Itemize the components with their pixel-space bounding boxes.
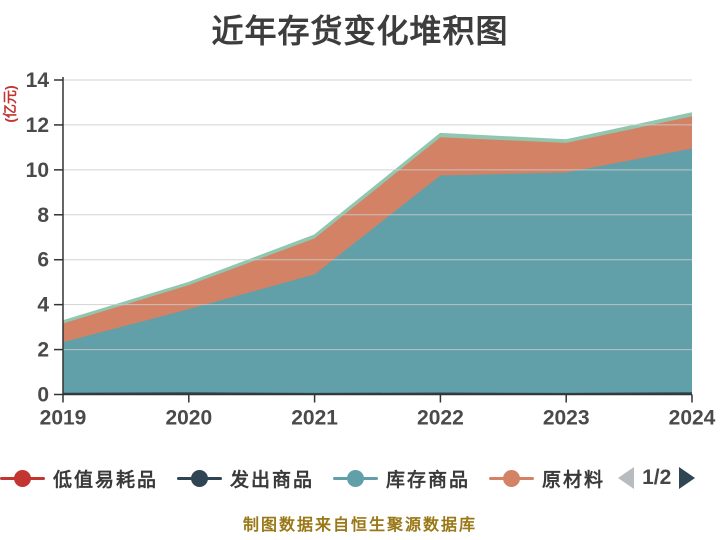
y-tick-label: 6 (37, 249, 49, 272)
chart-title: 近年存货变化堆积图 (211, 13, 509, 49)
area-series-4 (63, 116, 692, 343)
x-tick-label: 2022 (417, 407, 464, 430)
legend-item-3[interactable]: 库存商品 (333, 465, 470, 492)
legend-label: 发出商品 (230, 469, 315, 491)
legend-prev-arrow[interactable] (618, 467, 635, 489)
x-tick-label: 2021 (291, 407, 338, 430)
area-series-group (62, 112, 693, 395)
y-tick-label: 8 (37, 204, 49, 227)
area-series-3 (63, 148, 692, 393)
legend-label: 库存商品 (386, 469, 471, 491)
x-tick-label: 2019 (40, 407, 87, 430)
stacked-area-chart: 0 2 4 6 8 10 12 14 2019 2020 2021 2022 2023 2024 (26, 69, 716, 430)
y-tick-label: 10 (26, 159, 49, 182)
gridlines (63, 79, 692, 351)
legend: 低值易耗品 发出商品 库存商品 原材料 1/2 (0, 465, 720, 491)
y-tick-label: 4 (37, 294, 49, 317)
legend-line-circle-icon (489, 467, 535, 490)
x-tick-label: 2020 (165, 407, 212, 430)
axes (54, 77, 693, 403)
y-tick-label: 14 (26, 69, 50, 92)
data-source-note: 制图数据来自恒生聚源数据库 (242, 517, 477, 534)
legend-page-indicator: 1/2 (642, 466, 672, 489)
y-tick-label: 12 (26, 114, 49, 137)
legend-line-circle-icon (177, 467, 223, 490)
axis-labels: 0 2 4 6 8 10 12 14 2019 2020 2021 2022 2023 2024 (26, 69, 716, 430)
legend-item-1[interactable]: 低值易耗品 (0, 465, 158, 492)
y-tick-label: 2 (37, 339, 49, 362)
legend-item-2[interactable]: 发出商品 (177, 465, 314, 492)
legend-line-circle-icon (0, 467, 45, 490)
legend-next-arrow[interactable] (679, 467, 696, 489)
legend-label: 低值易耗品 (53, 469, 159, 491)
y-tick-label: 0 (37, 384, 49, 407)
legend-pager: 1/2 (618, 466, 696, 490)
x-tick-label: 2024 (669, 407, 716, 430)
x-tick-label: 2023 (543, 407, 590, 430)
legend-line-circle-icon (333, 467, 379, 490)
legend-label: 原材料 (542, 469, 606, 491)
legend-item-4[interactable]: 原材料 (489, 465, 605, 492)
area-topline-5 (62, 112, 693, 323)
